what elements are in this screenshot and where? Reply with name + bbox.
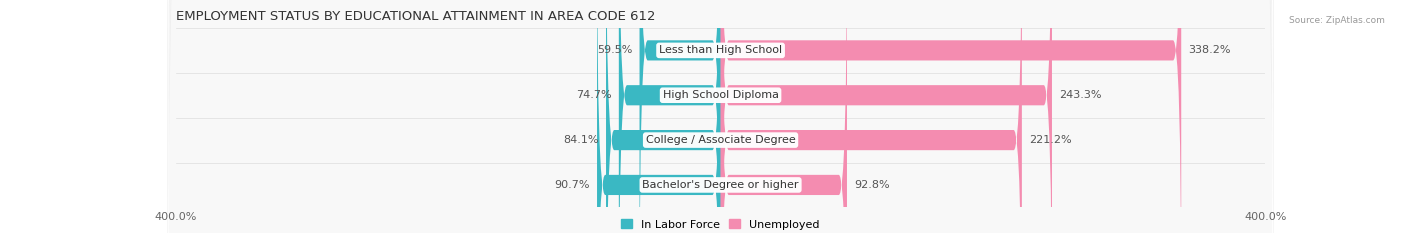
FancyBboxPatch shape (640, 0, 721, 233)
FancyBboxPatch shape (721, 0, 1181, 233)
Text: 221.2%: 221.2% (1029, 135, 1071, 145)
Text: Bachelor's Degree or higher: Bachelor's Degree or higher (643, 180, 799, 190)
Text: College / Associate Degree: College / Associate Degree (645, 135, 796, 145)
Text: Less than High School: Less than High School (659, 45, 782, 55)
FancyBboxPatch shape (167, 0, 1274, 233)
Text: 59.5%: 59.5% (598, 45, 633, 55)
Legend: In Labor Force, Unemployed: In Labor Force, Unemployed (617, 215, 824, 233)
FancyBboxPatch shape (167, 0, 1274, 233)
FancyBboxPatch shape (721, 0, 1052, 233)
FancyBboxPatch shape (167, 0, 1274, 233)
Text: Source: ZipAtlas.com: Source: ZipAtlas.com (1289, 16, 1385, 25)
FancyBboxPatch shape (619, 0, 721, 233)
FancyBboxPatch shape (598, 0, 721, 233)
FancyBboxPatch shape (606, 0, 721, 233)
Text: EMPLOYMENT STATUS BY EDUCATIONAL ATTAINMENT IN AREA CODE 612: EMPLOYMENT STATUS BY EDUCATIONAL ATTAINM… (176, 10, 655, 23)
Text: 338.2%: 338.2% (1188, 45, 1230, 55)
Text: 92.8%: 92.8% (853, 180, 890, 190)
Text: High School Diploma: High School Diploma (662, 90, 779, 100)
Text: 74.7%: 74.7% (576, 90, 612, 100)
Text: 243.3%: 243.3% (1059, 90, 1101, 100)
Text: 84.1%: 84.1% (564, 135, 599, 145)
FancyBboxPatch shape (167, 0, 1274, 233)
FancyBboxPatch shape (721, 0, 1022, 233)
Text: 90.7%: 90.7% (555, 180, 591, 190)
FancyBboxPatch shape (721, 0, 846, 233)
